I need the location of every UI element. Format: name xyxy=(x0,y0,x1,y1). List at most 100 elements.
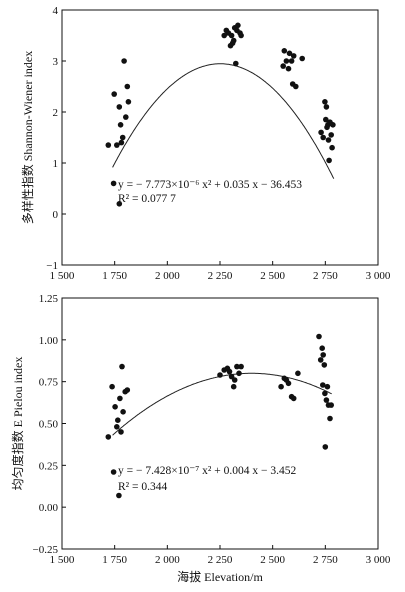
data-point xyxy=(328,402,335,408)
data-point xyxy=(319,345,326,352)
data-point xyxy=(229,40,236,46)
data-point xyxy=(321,362,328,368)
data-point xyxy=(109,383,115,390)
data-point xyxy=(116,201,123,207)
data-point xyxy=(236,370,242,377)
data-point xyxy=(233,60,239,67)
plot-frame xyxy=(61,297,379,550)
r-squared: R² = 0.077 7 xyxy=(118,193,176,205)
data-point xyxy=(326,157,332,164)
data-point xyxy=(235,22,241,29)
x-tick-label: 2 250 xyxy=(208,270,233,282)
data-point xyxy=(119,363,125,370)
data-point xyxy=(117,122,124,128)
data-point xyxy=(327,415,333,422)
data-point xyxy=(119,134,126,141)
data-point xyxy=(329,144,335,151)
data-point xyxy=(322,390,328,397)
x-tick-label: 2 000 xyxy=(155,270,180,282)
data-point xyxy=(116,492,122,499)
data-point xyxy=(328,132,335,138)
data-point xyxy=(110,469,117,475)
data-point xyxy=(118,139,125,146)
data-point xyxy=(323,397,330,403)
data-point xyxy=(290,395,297,402)
data-point xyxy=(324,383,331,390)
y-tick-label: 0 xyxy=(53,209,59,221)
data-point xyxy=(221,32,227,39)
data-point xyxy=(281,48,288,54)
y-tick-label: 2 xyxy=(53,107,59,119)
y-tick-label: 1 xyxy=(53,158,59,170)
x-tick-label: 1 500 xyxy=(50,554,75,566)
y-tick-label: 1.00 xyxy=(39,335,59,347)
data-point xyxy=(125,99,132,105)
data-point xyxy=(286,50,293,57)
x-tick-label: 2 500 xyxy=(260,270,285,282)
x-tick-label: 2 250 xyxy=(208,554,233,566)
data-point xyxy=(317,357,324,363)
data-point xyxy=(124,83,131,90)
data-point xyxy=(111,91,117,97)
data-point xyxy=(116,104,123,110)
data-point xyxy=(323,104,330,110)
data-point xyxy=(295,370,301,377)
data-point xyxy=(114,424,120,430)
data-point xyxy=(285,65,292,72)
data-point xyxy=(318,129,324,136)
data-point xyxy=(121,58,127,64)
y-axis-title: 均匀度指数 E Pielou index xyxy=(10,357,25,491)
data-point xyxy=(234,363,240,370)
x-tick-label: 2 000 xyxy=(155,554,180,566)
data-point xyxy=(299,55,306,62)
y-tick-label: 3 xyxy=(53,56,59,68)
y-tick-label: 0.00 xyxy=(39,502,59,514)
data-point xyxy=(120,409,126,415)
data-point xyxy=(228,32,235,39)
x-tick-label: 3 000 xyxy=(366,270,391,282)
x-axis-title: 海拔 Elevation/m xyxy=(177,569,263,584)
y-tick-label: 0.25 xyxy=(39,460,59,472)
data-point xyxy=(323,116,329,123)
data-point xyxy=(123,114,129,120)
data-point xyxy=(322,99,328,105)
data-point xyxy=(110,180,117,187)
data-point xyxy=(325,137,332,143)
data-point xyxy=(105,434,112,440)
y-tick-label: 1.25 xyxy=(39,293,59,305)
y-axis-title: 多样性指数 Shannon-Wiener index xyxy=(20,51,35,225)
data-point xyxy=(283,58,290,64)
data-point xyxy=(280,63,287,69)
x-tick-label: 1 500 xyxy=(50,270,75,282)
data-point xyxy=(217,372,223,378)
data-point xyxy=(124,387,131,393)
data-point xyxy=(320,134,327,141)
data-point xyxy=(231,377,238,383)
y-tick-label: −1 xyxy=(46,260,58,272)
data-point xyxy=(115,417,121,424)
x-tick-label: 2 500 xyxy=(260,554,285,566)
data-point xyxy=(285,380,292,387)
x-tick-label: 1 750 xyxy=(102,270,127,282)
y-tick-label: 0.75 xyxy=(39,377,59,389)
regression-equation: y = − 7.773×10⁻⁶ x² + 0.035 x − 36.453 xyxy=(118,179,302,191)
data-point xyxy=(293,83,299,90)
data-point xyxy=(112,404,118,410)
y-tick-label: −0.25 xyxy=(33,544,59,556)
y-tick-label: 4 xyxy=(53,5,59,17)
data-point xyxy=(322,444,329,450)
data-point xyxy=(118,429,124,435)
fit-curve xyxy=(112,372,332,436)
chart-panel-1: 1 500 1 750 2 000 2 250 2 500 2 750 3 000 −1 0 1 2… xyxy=(20,5,391,282)
data-point xyxy=(226,368,233,375)
data-point xyxy=(114,142,120,148)
data-point xyxy=(290,53,297,59)
r-squared: R² = 0.344 xyxy=(118,481,167,493)
data-point xyxy=(316,333,322,340)
data-point xyxy=(320,382,326,388)
data-point xyxy=(117,395,123,402)
x-tick-label: 3 000 xyxy=(366,554,391,566)
x-tick-label: 2 750 xyxy=(313,270,338,282)
data-point xyxy=(288,58,295,64)
